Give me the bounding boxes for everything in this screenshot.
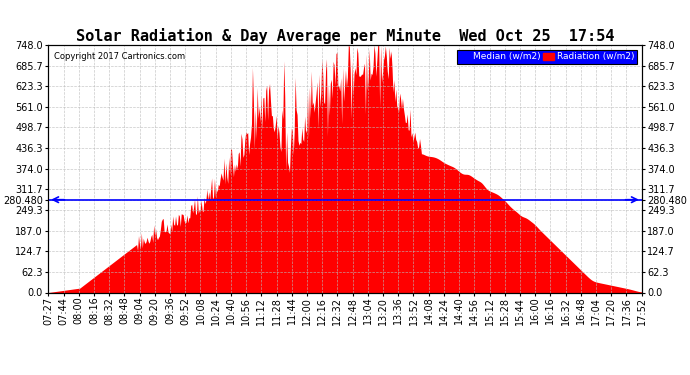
Legend: Median (w/m2), Radiation (w/m2): Median (w/m2), Radiation (w/m2): [457, 50, 637, 64]
Text: Copyright 2017 Cartronics.com: Copyright 2017 Cartronics.com: [55, 53, 186, 62]
Title: Solar Radiation & Day Average per Minute  Wed Oct 25  17:54: Solar Radiation & Day Average per Minute…: [76, 28, 614, 44]
